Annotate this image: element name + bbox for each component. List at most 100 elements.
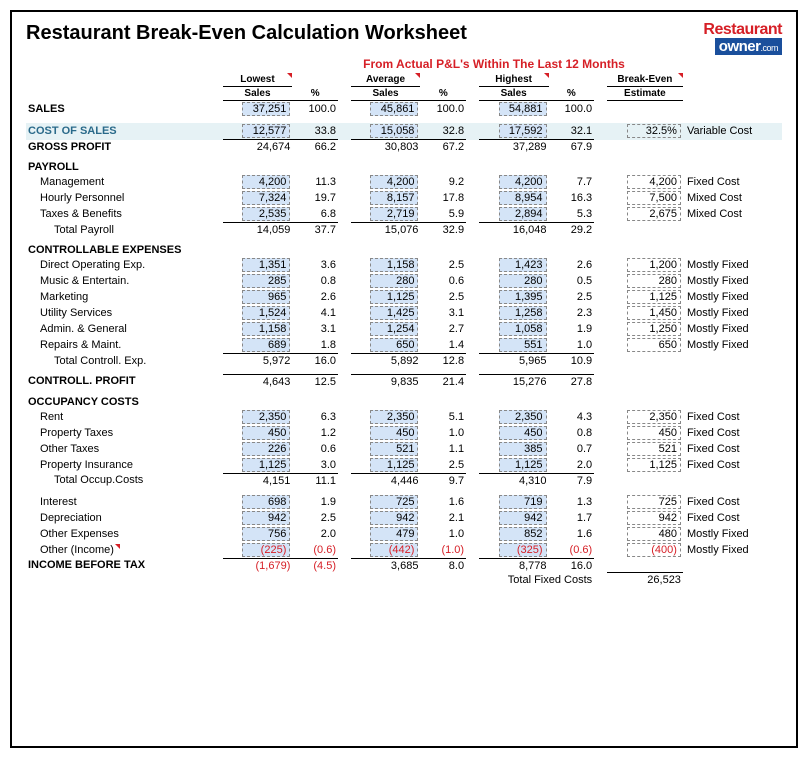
total-fixed-label: Total Fixed Costs [479,573,594,588]
row-label: Admin. & General [40,323,133,335]
input-cell[interactable]: 942 [242,511,290,525]
input-cell[interactable]: 1,058 [499,322,547,336]
cost-type: Fixed Cost [687,443,740,455]
input-cell[interactable]: (442) [370,543,418,557]
input-cell[interactable]: 479 [370,527,418,541]
input-cell[interactable]: 8,157 [370,191,418,205]
input-cell[interactable]: 4,200 [370,175,418,189]
input-cell[interactable]: 719 [499,495,547,509]
cost-type: Fixed Cost [687,411,740,423]
input-cell[interactable]: 725 [370,495,418,509]
input-cell[interactable]: 4,200 [242,175,290,189]
input-cell[interactable]: 37,251 [242,102,290,116]
input-cell[interactable]: 965 [242,290,290,304]
row-label: Hourly Personnel [40,192,130,204]
input-cell[interactable]: 450 [242,426,290,440]
input-cell[interactable]: (225) [242,543,290,557]
input-cell[interactable]: 521 [370,442,418,456]
cost-type: Mostly Fixed [687,544,749,556]
input-cell[interactable]: 1,258 [499,306,547,320]
input-cell[interactable]: 1,158 [242,322,290,336]
input-cell[interactable]: 1,254 [370,322,418,336]
row-label: Total Payroll [54,224,114,236]
breakeven-cell[interactable]: 7,500 [627,191,681,205]
input-cell[interactable]: 15,058 [370,124,418,138]
input-cell[interactable]: 54,881 [499,102,547,116]
cost-type: Mostly Fixed [687,275,749,287]
input-cell[interactable]: 2,535 [242,207,290,221]
cost-type: Fixed Cost [687,496,740,508]
breakeven-cell[interactable]: 1,450 [627,306,681,320]
input-cell[interactable]: 1,524 [242,306,290,320]
input-cell[interactable]: 942 [370,511,418,525]
input-cell[interactable]: 1,125 [499,458,547,472]
input-cell[interactable]: 689 [242,338,290,352]
row-label: SALES [28,103,65,115]
breakeven-cell[interactable]: 650 [627,338,681,352]
input-cell[interactable]: 1,158 [370,258,418,272]
row-label: CONTROLL. PROFIT [28,375,136,387]
input-cell[interactable]: (325) [499,543,547,557]
row-label: Interest [40,496,83,508]
input-cell[interactable]: 1,351 [242,258,290,272]
input-cell[interactable]: 4,200 [499,175,547,189]
breakeven-cell[interactable]: 1,125 [627,458,681,472]
input-cell[interactable]: 1,423 [499,258,547,272]
cost-type: Fixed Cost [687,427,740,439]
input-cell[interactable]: 2,350 [370,410,418,424]
input-cell[interactable]: 2,350 [499,410,547,424]
subtitle: From Actual P&L's Within The Last 12 Mon… [206,57,782,71]
breakeven-cell[interactable]: 280 [627,274,681,288]
breakeven-cell[interactable]: 450 [627,426,681,440]
input-cell[interactable]: 45,861 [370,102,418,116]
breakeven-cell[interactable]: 942 [627,511,681,525]
input-cell[interactable]: 2,350 [242,410,290,424]
breakeven-cell[interactable]: 1,125 [627,290,681,304]
input-cell[interactable]: 280 [499,274,547,288]
cost-type: Mostly Fixed [687,528,749,540]
row-label: Other (Income) [40,544,120,556]
input-cell[interactable]: 2,894 [499,207,547,221]
input-cell[interactable]: 1,395 [499,290,547,304]
breakeven-cell[interactable]: (400) [627,543,681,557]
input-cell[interactable]: 385 [499,442,547,456]
input-cell[interactable]: 226 [242,442,290,456]
breakeven-cell[interactable]: 725 [627,495,681,509]
breakeven-cell[interactable]: 4,200 [627,175,681,189]
input-cell[interactable]: 1,125 [370,290,418,304]
input-cell[interactable]: 698 [242,495,290,509]
input-cell[interactable]: 650 [370,338,418,352]
input-cell[interactable]: 450 [370,426,418,440]
breakeven-cell[interactable]: 2,675 [627,207,681,221]
header-lowest: Lowest [223,73,293,87]
cost-type: Fixed Cost [687,176,740,188]
input-cell[interactable]: 1,425 [370,306,418,320]
row-label: Other Taxes [40,443,105,455]
input-cell[interactable]: 2,719 [370,207,418,221]
input-cell[interactable]: 17,592 [499,124,547,138]
logo: Restaurant owner.com [703,22,782,55]
worksheet-table: Lowest Average Highest Break-Even Sales%… [26,73,782,587]
breakeven-cell[interactable]: 480 [627,527,681,541]
input-cell[interactable]: 12,577 [242,124,290,138]
input-cell[interactable]: 450 [499,426,547,440]
input-cell[interactable]: 942 [499,511,547,525]
input-cell[interactable]: 852 [499,527,547,541]
input-cell[interactable]: 280 [370,274,418,288]
breakeven-cell[interactable]: 32.5% [627,124,681,138]
row-label: Marketing [40,291,94,303]
row-label: Depreciation [40,512,108,524]
input-cell[interactable]: 1,125 [370,458,418,472]
breakeven-cell[interactable]: 1,250 [627,322,681,336]
input-cell[interactable]: 551 [499,338,547,352]
breakeven-cell[interactable]: 521 [627,442,681,456]
breakeven-cell[interactable]: 1,200 [627,258,681,272]
input-cell[interactable]: 756 [242,527,290,541]
breakeven-cell[interactable]: 2,350 [627,410,681,424]
input-cell[interactable]: 7,324 [242,191,290,205]
input-cell[interactable]: 285 [242,274,290,288]
input-cell[interactable]: 1,125 [242,458,290,472]
cost-type: Mostly Fixed [687,259,749,271]
input-cell[interactable]: 8,954 [499,191,547,205]
row-label: Property Insurance [40,459,139,471]
